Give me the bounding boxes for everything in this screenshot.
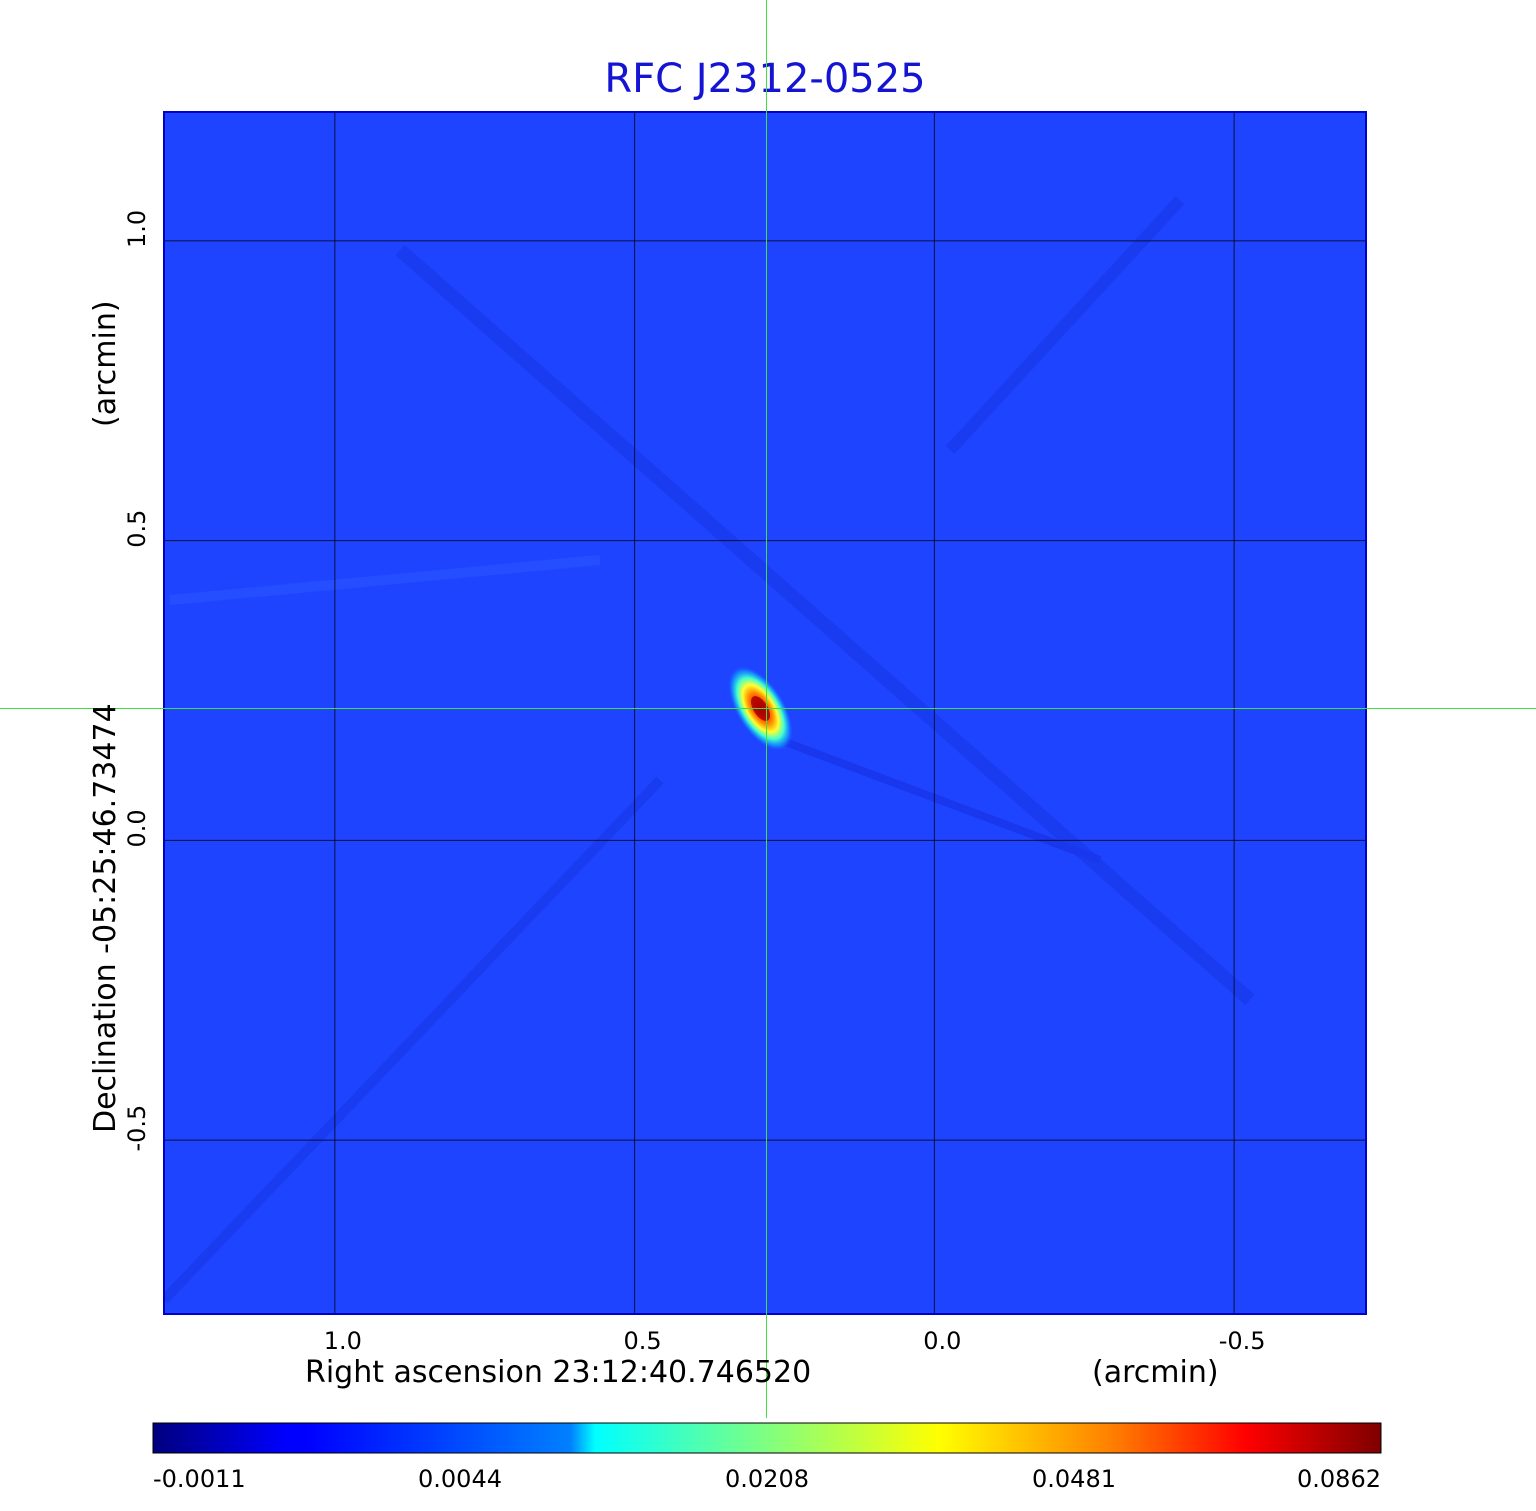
x-tick-label: 0.0 [923,1327,961,1355]
x-axis-unit: (arcmin) [1092,1355,1219,1390]
y-tick-label: -0.5 [123,1105,151,1152]
sidelobe-streak [169,555,601,605]
colorbar-tick-label: 0.0044 [418,1465,502,1493]
y-tick-labels: 1.0 0.5 0.0 -0.5 [123,210,151,1152]
colorbar [152,1422,1382,1454]
y-tick-label: 1.0 [123,210,151,248]
sidelobe-streak [395,244,1255,1006]
plot-frame [163,111,1367,1315]
y-axis-label: Declination -05:25:46.73474 [88,703,123,1133]
x-tick-label: 1.0 [324,1327,362,1355]
x-tick-label: 0.5 [624,1327,662,1355]
x-tick-label: -0.5 [1219,1327,1266,1355]
x-axis-label: Right ascension 23:12:40.746520 [305,1355,811,1390]
colorbar-tick-label: 0.0481 [1032,1465,1116,1493]
x-tick-labels: 1.0 0.5 0.0 -0.5 [324,1327,1266,1355]
sidelobe-streaks [164,195,1255,1304]
chart-title: RFC J2312-0525 [604,56,925,102]
y-tick-label: 0.0 [123,809,151,847]
sidelobe-streak [945,195,1185,455]
colorbar-tick-labels: -0.0011 0.0044 0.0208 0.0481 0.0862 [153,1465,1381,1493]
y-tick-label: 0.5 [123,510,151,548]
grid-lines [164,112,1366,1314]
sidelobe-streak [164,776,664,1304]
colorbar-tick-label: 0.0208 [725,1465,809,1493]
colorbar-tick-label: 0.0862 [1297,1465,1381,1493]
y-axis-unit: (arcmin) [88,300,123,427]
colorbar-tick-label: -0.0011 [153,1465,246,1493]
